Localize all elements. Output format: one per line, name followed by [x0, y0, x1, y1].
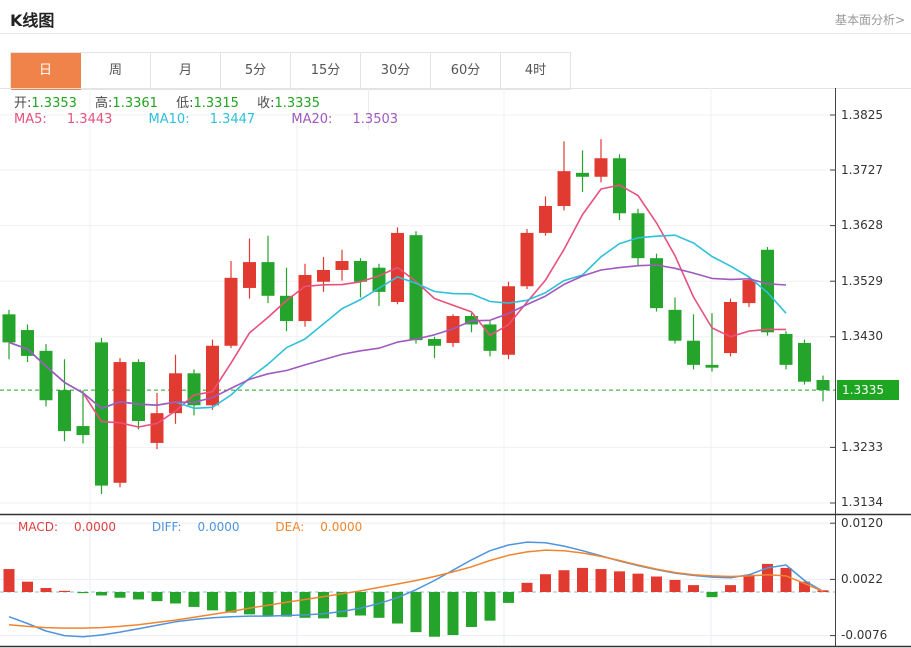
price-tick-label: 1.3134 — [841, 495, 883, 510]
open-label: 开: — [14, 96, 32, 111]
close-value: 1.3335 — [274, 96, 320, 111]
ma20-legend: MA20: 1.3503 — [291, 112, 399, 127]
macd-tick-label: 0.0022 — [841, 571, 883, 586]
ma-legend: MA5: 1.3443 MA10: 1.3447 MA20: 1.3503 — [14, 112, 430, 127]
close-label: 收: — [257, 96, 275, 111]
tab-bar-underline — [0, 88, 911, 89]
macd-legend: MACD: 0.0000 DIFF: 0.0000 DEA: 0.0000 — [18, 520, 394, 534]
macd-value: MACD: 0.0000 — [18, 520, 117, 534]
ohlc-legend: 开:1.3353 高:1.3361 低:1.3315 收:1.3335 — [14, 92, 334, 111]
interval-tab-bar: 日周月 5分 15分 30分 60分 4时 — [10, 52, 571, 90]
page-title: K线图 — [10, 11, 55, 30]
ma10-legend: MA10: 1.3447 — [148, 112, 256, 127]
price-tick-label: 1.3825 — [841, 107, 883, 122]
macd-tick-label: 0.0120 — [841, 515, 883, 530]
price-tick-label: 1.3430 — [841, 329, 883, 344]
price-tick-label: 1.3727 — [841, 162, 883, 177]
price-tick-label: 1.3233 — [841, 439, 883, 454]
diff-value: DIFF: 0.0000 — [151, 520, 240, 534]
tab-日[interactable]: 日 — [11, 53, 81, 90]
current-price-tag: 1.3335 — [837, 380, 899, 401]
tab-30分[interactable]: 30分 — [361, 53, 431, 90]
low-label: 低: — [176, 96, 194, 111]
open-value: 1.3353 — [31, 96, 77, 111]
tab-月[interactable]: 月 — [151, 53, 221, 90]
title-divider — [0, 33, 911, 34]
tab-60分[interactable]: 60分 — [431, 53, 501, 90]
low-value: 1.3315 — [193, 96, 239, 111]
price-tick-label: 1.3628 — [841, 218, 883, 233]
high-label: 高: — [95, 96, 113, 111]
tab-15分[interactable]: 15分 — [291, 53, 361, 90]
dea-value: DEA: 0.0000 — [275, 520, 363, 534]
tab-4时[interactable]: 4时 — [501, 53, 571, 90]
ma5-legend: MA5: 1.3443 — [14, 112, 113, 127]
tab-5分[interactable]: 5分 — [221, 53, 291, 90]
high-value: 1.3361 — [112, 96, 158, 111]
macd-tick-label: -0.0076 — [841, 628, 888, 643]
price-tick-label: 1.3529 — [841, 273, 883, 288]
tab-周[interactable]: 周 — [81, 53, 151, 90]
fundamental-analysis-link[interactable]: 基本面分析> — [834, 13, 905, 27]
